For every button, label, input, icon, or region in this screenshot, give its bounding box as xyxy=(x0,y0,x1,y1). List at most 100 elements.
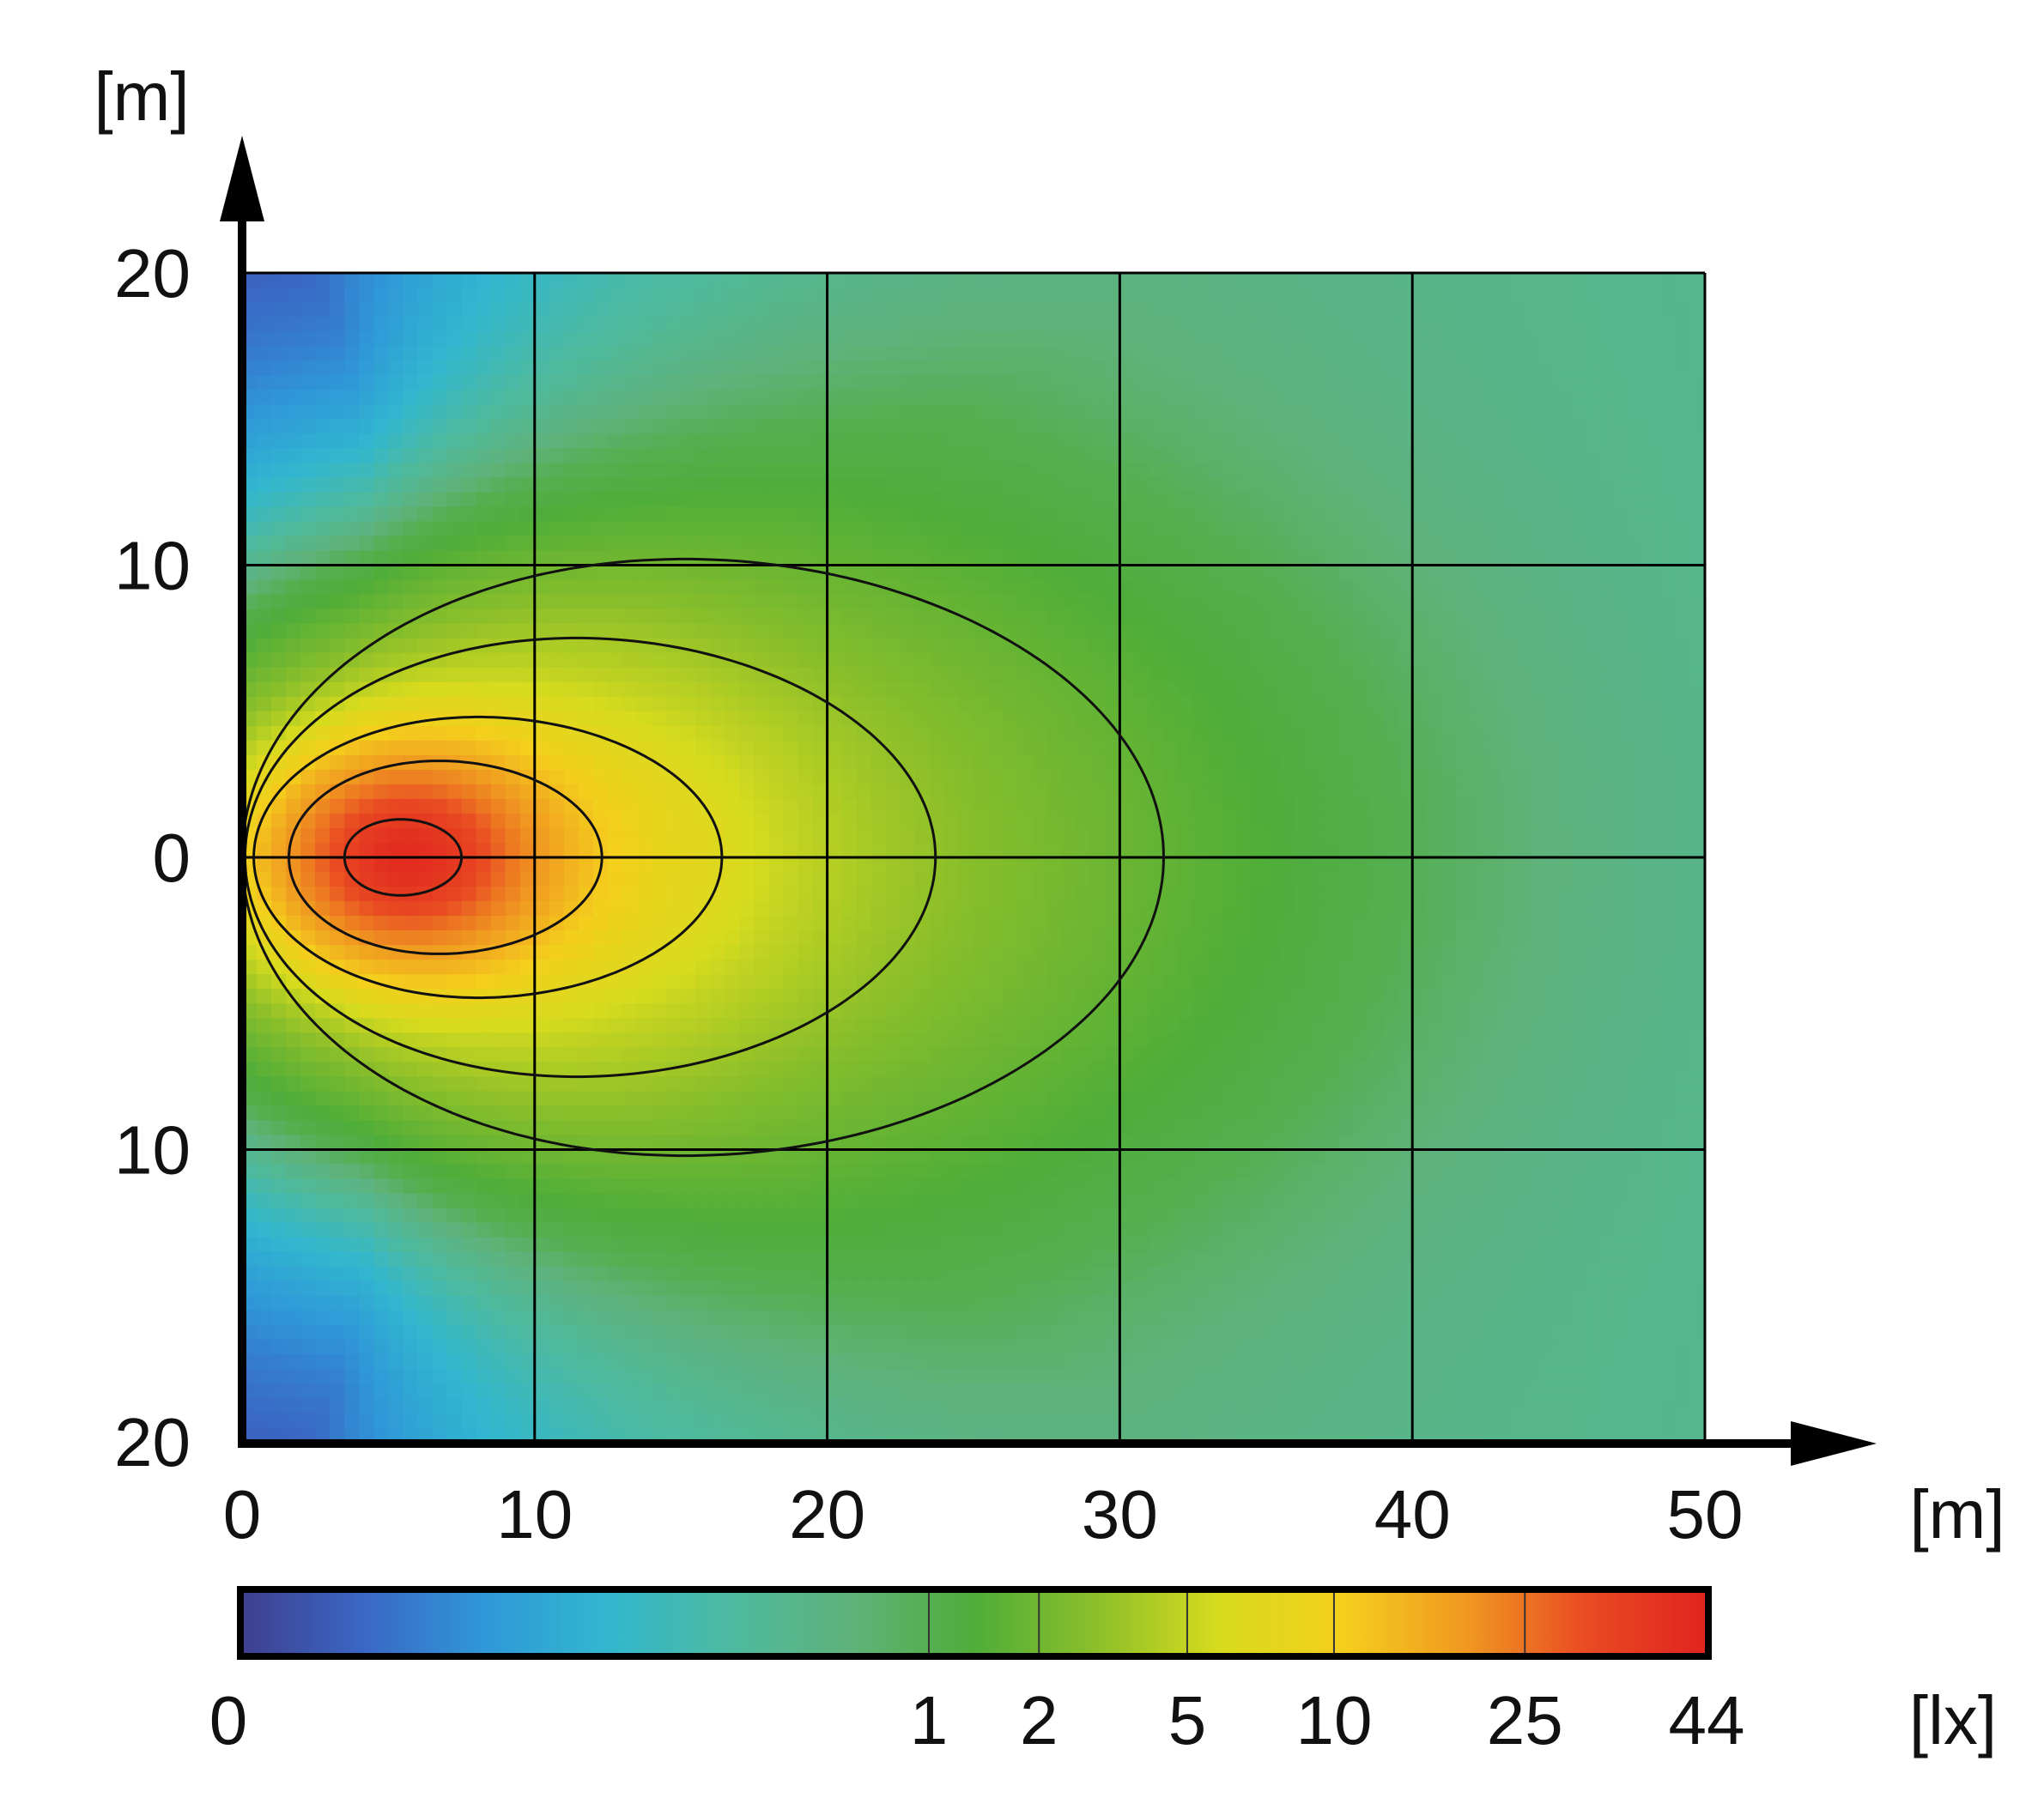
heat-cell xyxy=(1032,375,1047,390)
heat-cell xyxy=(461,594,477,610)
heat-cell xyxy=(1046,784,1062,800)
heat-cell xyxy=(257,959,272,975)
heat-cell xyxy=(257,536,272,552)
heat-cell xyxy=(286,536,301,552)
heat-cell xyxy=(476,331,492,347)
heat-cell xyxy=(681,784,696,800)
heat-cell xyxy=(1456,652,1472,669)
heat-cell xyxy=(1119,887,1136,902)
heat-cell xyxy=(652,638,667,654)
heat-cell xyxy=(388,843,404,858)
heat-cell xyxy=(1119,652,1136,669)
heat-cell xyxy=(1032,346,1047,361)
heat-cell xyxy=(1280,652,1296,669)
heat-cell xyxy=(959,827,974,844)
heat-cell xyxy=(593,273,609,288)
heat-cell xyxy=(943,974,960,990)
heat-cell xyxy=(695,711,711,727)
heat-cell xyxy=(1222,594,1238,610)
heat-cell xyxy=(1441,463,1458,479)
heat-cell xyxy=(1017,798,1033,814)
heat-cell xyxy=(1529,652,1545,669)
heat-cell xyxy=(1616,725,1633,742)
heat-cell xyxy=(768,375,785,390)
heat-cell xyxy=(973,579,989,596)
heat-cell xyxy=(870,798,887,814)
heat-cell xyxy=(271,448,287,464)
heat-cell xyxy=(1017,536,1033,552)
heat-cell xyxy=(1163,740,1180,756)
heat-cell xyxy=(608,346,623,361)
heat-cell xyxy=(1558,916,1574,931)
heat-cell xyxy=(1544,638,1560,654)
heat-cell xyxy=(695,536,711,552)
heat-cell xyxy=(1134,433,1150,450)
heat-cell xyxy=(827,784,843,800)
heat-cell xyxy=(1441,594,1458,610)
heat-cell xyxy=(1163,550,1180,566)
heat-cell xyxy=(1558,681,1574,698)
heat-cell xyxy=(637,989,652,1004)
heat-cell xyxy=(1076,390,1092,405)
heat-cell xyxy=(1631,550,1647,566)
heat-cell xyxy=(1573,302,1589,318)
heat-cell xyxy=(637,916,652,931)
heat-cell xyxy=(1456,360,1472,376)
heat-cell xyxy=(666,740,682,756)
heat-cell xyxy=(1383,916,1398,931)
heat-cell xyxy=(1690,390,1705,405)
heat-cell xyxy=(359,959,375,975)
heat-cell xyxy=(812,725,828,742)
heat-cell xyxy=(1646,857,1662,873)
heat-cell xyxy=(885,740,901,756)
heat-cell xyxy=(432,288,448,303)
heat-cell xyxy=(330,565,345,581)
heat-cell xyxy=(1573,623,1589,639)
heat-cell xyxy=(1675,565,1691,581)
heat-cell xyxy=(1398,419,1413,435)
heat-cell xyxy=(388,346,404,361)
heat-cell xyxy=(505,827,521,844)
heat-cell xyxy=(1207,565,1223,581)
heat-cell xyxy=(885,317,901,332)
heat-cell xyxy=(885,506,901,523)
heat-cell xyxy=(1178,887,1194,902)
heat-cell xyxy=(1675,872,1691,887)
heat-cell xyxy=(1500,521,1516,537)
heat-cell xyxy=(1398,594,1413,610)
heat-cell xyxy=(490,346,506,361)
heat-cell xyxy=(1192,887,1209,902)
heat-cell xyxy=(608,492,623,508)
heat-cell xyxy=(725,375,741,390)
heat-cell xyxy=(1485,346,1501,361)
heat-cell xyxy=(608,827,623,844)
heat-cell xyxy=(754,608,770,625)
heat-cell xyxy=(1105,784,1121,800)
heat-cell xyxy=(1119,667,1136,683)
heat-cell xyxy=(1427,711,1442,727)
heat-cell xyxy=(490,375,506,390)
heat-cell xyxy=(1383,550,1398,566)
heat-cell xyxy=(1587,959,1604,975)
heat-cell xyxy=(637,375,652,390)
heat-cell xyxy=(1631,843,1647,858)
heat-cell xyxy=(1090,769,1107,785)
heat-cell xyxy=(1631,419,1647,435)
heat-cell xyxy=(988,492,1004,508)
heat-cell xyxy=(1105,346,1121,361)
heat-cell xyxy=(666,652,682,669)
heat-cell xyxy=(1427,784,1442,800)
heat-cell xyxy=(1427,667,1442,683)
heat-cell xyxy=(783,331,799,347)
heat-cell xyxy=(1660,360,1677,376)
heat-cell xyxy=(300,887,316,902)
heat-cell xyxy=(257,477,272,493)
heat-cell xyxy=(403,390,419,405)
heat-cell xyxy=(1631,579,1647,596)
heat-cell xyxy=(1354,273,1369,288)
heat-cell xyxy=(695,638,711,654)
heat-cell xyxy=(1514,959,1531,975)
heat-cell xyxy=(812,857,828,873)
heat-cell xyxy=(1119,433,1136,450)
heat-cell xyxy=(768,521,785,537)
